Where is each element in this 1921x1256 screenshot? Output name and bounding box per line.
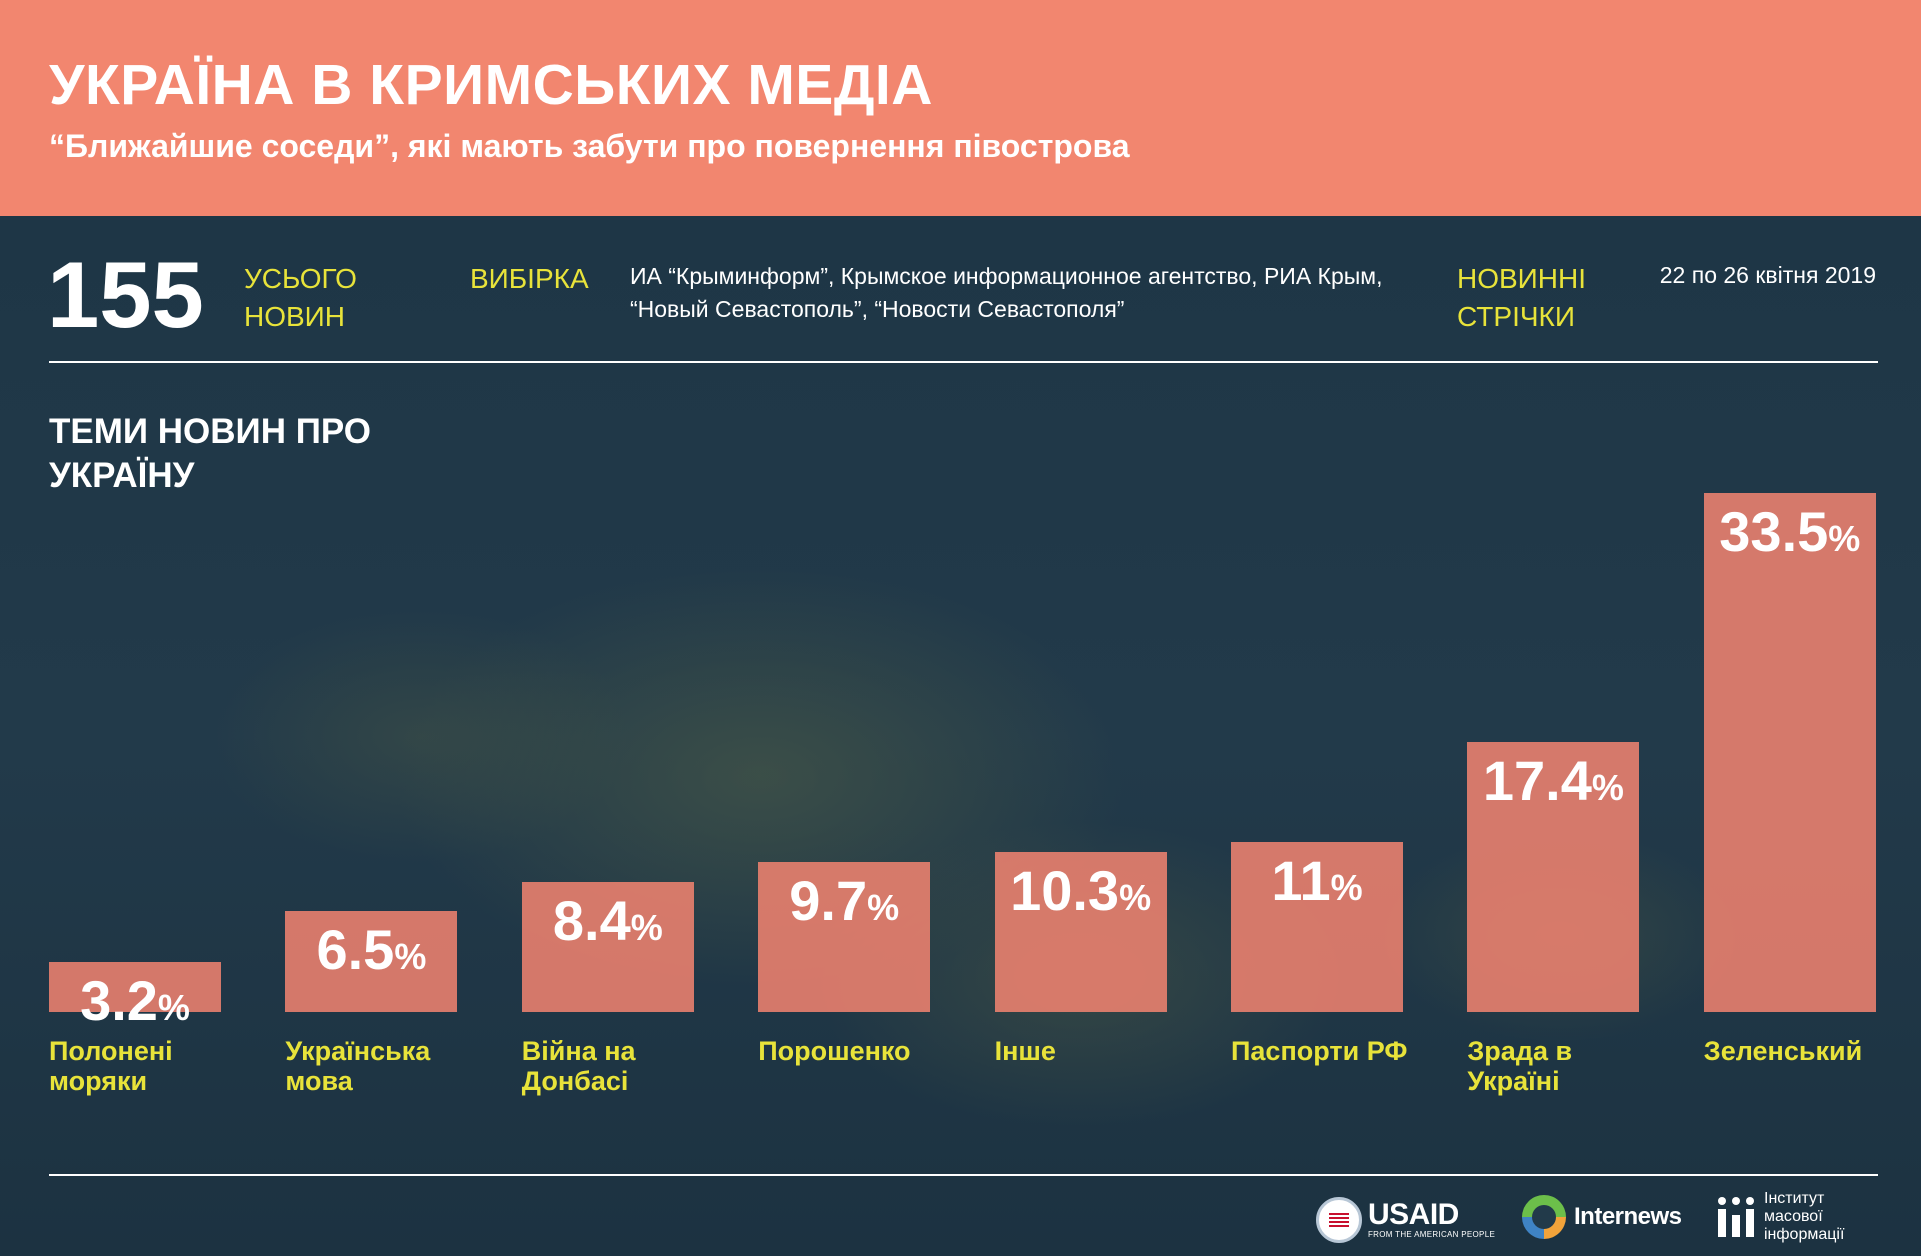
bar-4: [758, 861, 931, 1012]
imi-logo-text: Інститут масової інформації: [1764, 1190, 1845, 1243]
date-range: 22 по 26 квітня 2019: [1659, 262, 1876, 288]
page-subtitle: “Ближайшие соседи”, які мають забути про…: [49, 128, 1130, 164]
bar-3: [521, 881, 694, 1012]
bar-category-label-5: Інше: [994, 1036, 1056, 1066]
chart-title: ТЕМИ НОВИН ПРО УКРАЇНУ: [49, 412, 371, 495]
sample-sources: ИА “Крыминформ”, Крымское информационное…: [630, 263, 1383, 322]
bar-category-label-6: Паспорти РФ: [1231, 1036, 1408, 1066]
bar-value-label-7: 17.4%: [1482, 749, 1624, 813]
bar-category-label-4: Порошенко: [758, 1036, 911, 1066]
page-title: УКРАЇНА В КРИМСЬКИХ МЕДІА: [49, 53, 933, 117]
bar-category-label-1: Полонені моряки: [49, 1036, 173, 1096]
bar-category-label-2: Українська мова: [285, 1036, 431, 1096]
sample-label: ВИБІРКА: [470, 263, 589, 294]
bottom-divider: [49, 1174, 1878, 1176]
bar-7: [1467, 742, 1640, 1012]
top-divider: [49, 361, 1878, 363]
bar-1: [49, 962, 221, 1012]
usaid-logo-subtext: FROM THE AMERICAN PEOPLE: [1368, 1230, 1496, 1239]
bar-5: [994, 852, 1167, 1012]
usaid-seal-icon: [1316, 1197, 1362, 1243]
internews-logo-text: Internews: [1574, 1203, 1682, 1230]
bar-value-label-6: 11%: [1271, 848, 1363, 912]
bar-value-label-8: 33.5%: [1719, 499, 1861, 563]
bar-category-label-8: Зеленський: [1703, 1036, 1863, 1066]
bar-value-label-1: 3.2%: [80, 969, 190, 1033]
total-news-count: 155: [47, 242, 204, 347]
bar-6: [1231, 841, 1403, 1012]
bar-category-label-7: Зрада в Україні: [1467, 1036, 1573, 1096]
satellite-map-background: [0, 216, 1921, 1256]
bar-2: [285, 911, 458, 1012]
bar-8: [1703, 492, 1876, 1012]
bar-value-label-5: 10.3%: [1010, 859, 1152, 923]
bar-value-label-4: 9.7%: [789, 868, 900, 932]
news-feeds-label: НОВИННІ СТРІЧКИ: [1457, 263, 1587, 332]
bar-category-label-3: Війна на Донбасі: [521, 1036, 636, 1096]
internews-logo: Internews: [1522, 1192, 1682, 1242]
usaid-logo: USAID FROM THE AMERICAN PEOPLE: [1316, 1196, 1495, 1244]
bar-value-label-2: 6.5%: [316, 918, 427, 982]
usaid-logo-text: USAID: [1368, 1198, 1459, 1231]
internews-mark-icon: [1522, 1195, 1566, 1239]
imi-mark-icon: [1716, 1197, 1756, 1237]
header-banner: УКРАЇНА В КРИМСЬКИХ МЕДІА “Ближайшие сос…: [0, 0, 1921, 216]
imi-logo: Інститут масової інформації: [1716, 1190, 1884, 1243]
bar-value-label-3: 8.4%: [552, 888, 663, 952]
total-news-label: УСЬОГО НОВИН: [244, 263, 357, 332]
